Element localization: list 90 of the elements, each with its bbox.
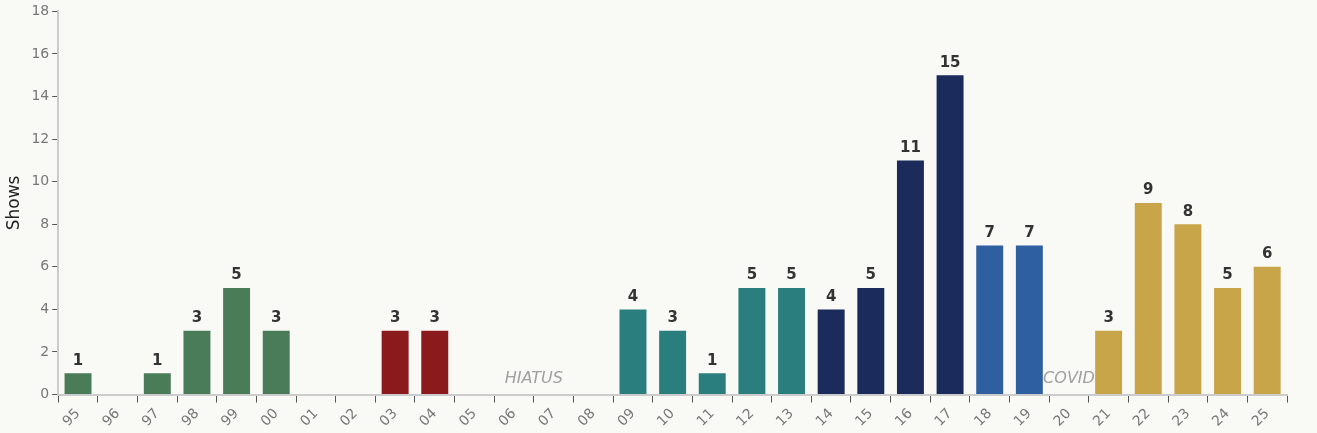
data-label: 3 [389,308,401,327]
y-axis-title: Shows [2,175,23,231]
x-tick-label: 97 [138,404,163,429]
data-label: 1 [152,350,163,369]
bar [896,160,924,395]
y-tick-label: 0 [40,385,50,402]
y-tick-label: 10 [31,172,50,189]
data-label: 11 [900,137,921,156]
x-tick-label: 08 [574,404,599,429]
data-label: 15 [939,52,961,71]
bar [659,330,687,395]
data-label: 7 [1024,222,1035,241]
x-tick-label: 10 [653,404,678,429]
data-label: 6 [1261,244,1273,263]
bar [1174,224,1202,395]
data-label: 3 [271,308,282,327]
x-tick-label: 14 [811,404,836,429]
bar [143,373,171,395]
bar [1253,266,1281,395]
annotation: HIATUS [504,367,563,387]
x-tick-label: 98 [177,404,202,429]
bar [421,330,449,395]
x-tick-label: 96 [98,404,123,429]
y-tick-label: 8 [40,214,50,231]
bar [817,309,845,395]
x-tick-label: 95 [58,404,83,429]
bar [619,309,647,395]
bar [1015,245,1043,395]
data-label: 1 [707,350,718,369]
y-tick-label: 2 [40,342,50,359]
x-tick-label: 00 [257,404,281,429]
bar [1214,288,1242,395]
data-label: 3 [1103,308,1114,327]
data-label: 5 [231,265,242,284]
x-tick-label: 02 [336,404,361,429]
bar [778,288,805,395]
data-label: 9 [1143,180,1154,199]
bar [976,245,1004,395]
bar [1095,330,1123,395]
data-label: 4 [825,286,837,305]
data-label: 3 [191,308,203,327]
x-tick-label: 06 [494,404,519,429]
bar [64,373,92,395]
x-tick-label: 16 [891,404,916,429]
data-label: 3 [429,308,440,327]
x-tick-label: 18 [970,404,995,429]
data-label: 8 [1182,201,1194,220]
bar [936,75,964,395]
y-tick-label: 6 [40,257,50,274]
x-tick-label: 04 [415,404,440,429]
x-tick-label: 09 [613,404,638,429]
bar [183,330,211,395]
annotation: COVID [1043,367,1095,387]
x-tick-label: 12 [732,404,757,429]
data-label: 5 [786,265,797,284]
x-tick-label: 05 [455,404,480,429]
data-label: 5 [746,265,758,284]
bar [698,373,726,395]
x-tick-label: 24 [1208,404,1233,429]
x-tick-label: 01 [296,404,321,429]
x-tick-label: 20 [1049,404,1074,429]
x-tick-label: 07 [534,404,559,429]
data-label: 1 [72,350,84,369]
y-tick-label: 18 [31,2,50,19]
bar [223,288,251,395]
x-tick-label: 03 [375,404,400,429]
x-tick-label: 15 [851,404,876,429]
x-tick-label: 11 [693,404,717,429]
y-tick-label: 14 [31,87,50,104]
y-tick-label: 12 [31,129,50,146]
data-label: 7 [984,222,995,241]
x-tick-label: 99 [217,404,242,429]
x-tick-label: 17 [930,404,955,429]
data-label: 5 [865,265,877,284]
x-tick-label: 19 [1010,404,1035,429]
bar [262,330,290,395]
bar [1134,202,1162,395]
x-tick-label: 22 [1129,404,1153,429]
data-label: 4 [627,286,639,305]
bar [857,288,885,395]
data-label: 3 [667,308,678,327]
bar [738,288,766,395]
x-tick-label: 25 [1247,404,1272,429]
x-tick-label: 21 [1089,404,1114,429]
y-tick-label: 16 [31,44,50,61]
x-tick-label: 23 [1168,404,1193,429]
bar [381,330,409,395]
y-tick-label: 4 [40,300,50,317]
x-tick-label: 13 [772,404,797,429]
data-label: 5 [1222,265,1233,284]
